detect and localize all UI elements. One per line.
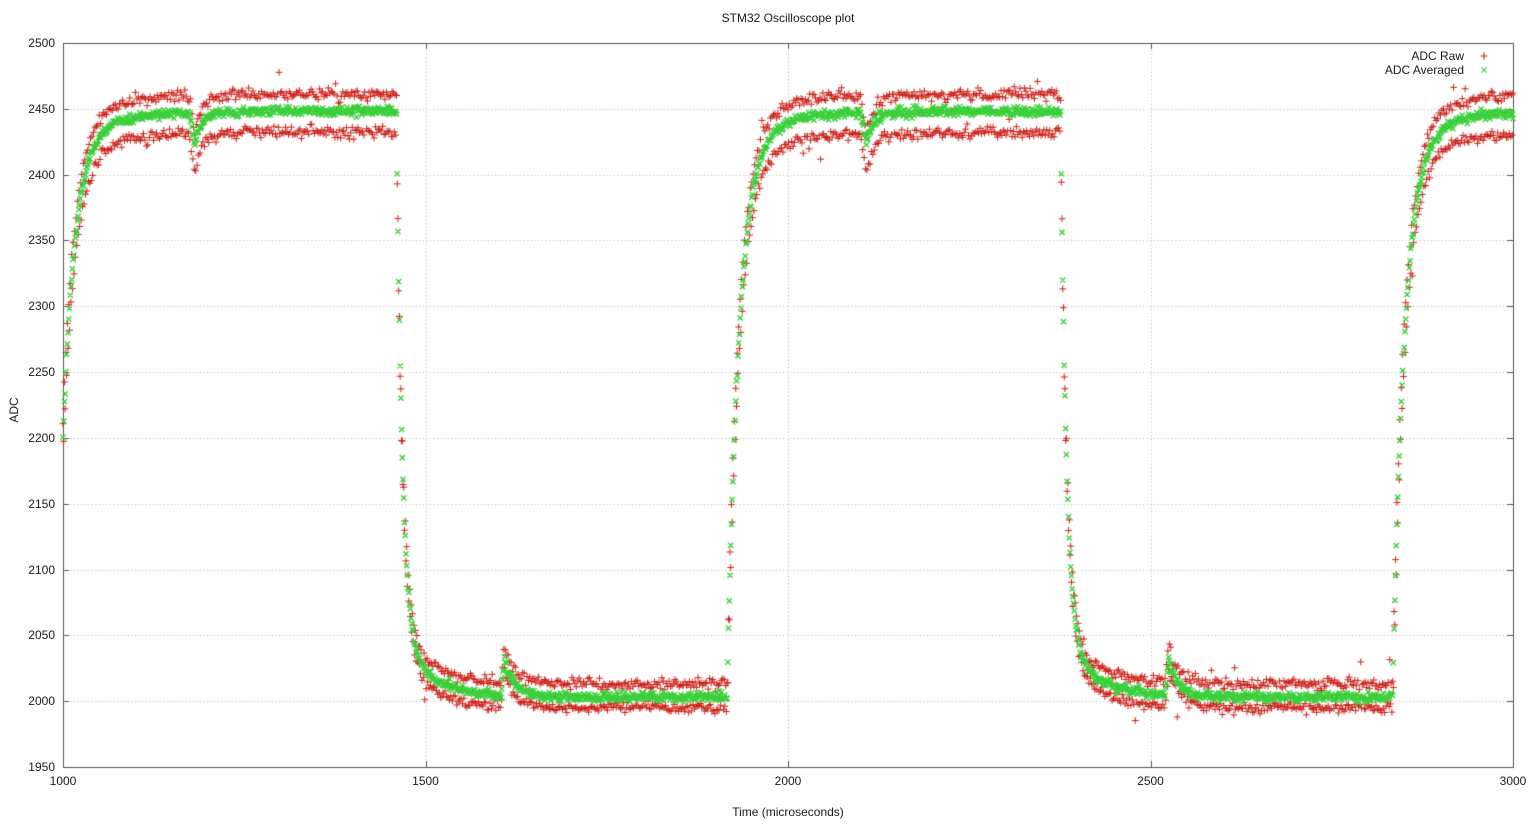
- y-tick-label: 2500: [28, 36, 55, 50]
- x-tick-label: 2500: [1137, 774, 1164, 788]
- y-tick-label: 2300: [28, 299, 55, 314]
- chart-title: STM32 Oscilloscope plot: [721, 11, 855, 25]
- x-axis-label: Time (microseconds): [732, 805, 844, 819]
- y-tick-label: 2200: [28, 430, 55, 445]
- x-tick-label: 1000: [49, 774, 77, 788]
- y-tick-label: 2450: [28, 101, 55, 116]
- y-tick-label: 2350: [28, 233, 55, 248]
- y-axis-label: ADC: [7, 397, 21, 423]
- y-tick-label: 2000: [28, 694, 55, 709]
- y-tick-label: 2100: [28, 562, 55, 577]
- y-tick-label: 1950: [28, 760, 55, 774]
- legend-item-adc-raw: ADC Raw: [1411, 49, 1464, 63]
- legend-item-adc-averaged: ADC Averaged: [1384, 63, 1464, 77]
- y-tick-label: 2150: [28, 496, 55, 511]
- x-tick-label: 2000: [774, 774, 802, 788]
- y-tick-label: 2400: [28, 167, 55, 182]
- x-tick-label: 1500: [412, 774, 439, 788]
- y-tick-label: 2250: [28, 365, 55, 380]
- x-tick-label: 3000: [1499, 774, 1527, 788]
- y-tick-label: 2050: [28, 628, 55, 643]
